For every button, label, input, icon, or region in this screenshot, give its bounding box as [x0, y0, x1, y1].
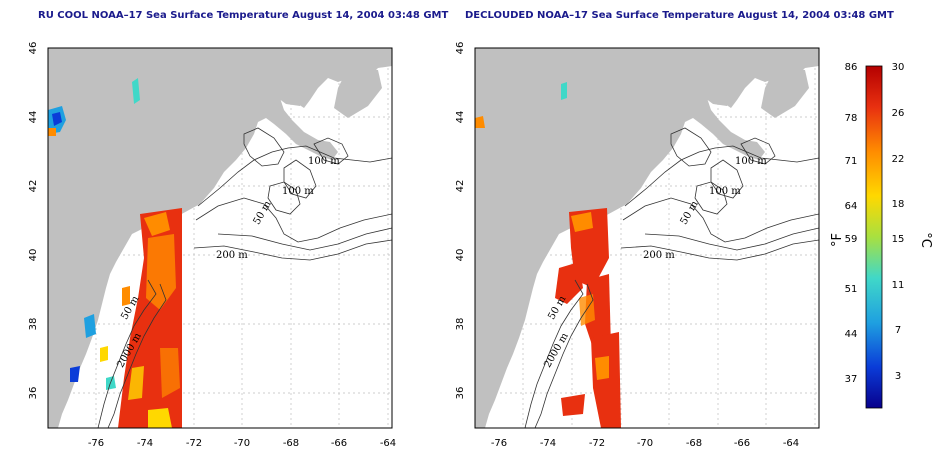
- cb-f-tick-59: 59: [845, 234, 858, 245]
- left-panel-title: RU COOL NOAA–17 Sea Surface Temperature …: [38, 10, 449, 21]
- left-lon-tick-72: -72: [186, 438, 202, 449]
- right-lat-ticks: 46 44 42 40 38 36: [455, 42, 466, 400]
- left-lat-tick-44: 44: [28, 111, 39, 124]
- cb-f-tick-71: 71: [845, 156, 858, 167]
- cb-c-tick-15: 15: [892, 234, 905, 245]
- right-lon-tick-74: -74: [540, 438, 556, 449]
- left-contour-label-100m-a: 100 m: [308, 156, 340, 167]
- colorbar-fahrenheit-unit: °F: [830, 233, 845, 247]
- colorbar-fahrenheit-ticks: 86 78 71 64 59 51 44 37: [845, 62, 858, 385]
- right-map-panel: 100 m 100 m 50 m 200 m 50 m 2000 m -76 -…: [455, 42, 820, 449]
- right-lon-tick-72: -72: [589, 438, 605, 449]
- left-lat-tick-42: 42: [28, 180, 39, 193]
- left-frame: [47, 47, 393, 429]
- left-lon-tick-74: -74: [137, 438, 153, 449]
- cb-c-tick-11: 11: [892, 280, 905, 291]
- right-panel-title: DECLOUDED NOAA–17 Sea Surface Temperatur…: [465, 10, 894, 21]
- cb-f-tick-78: 78: [845, 113, 858, 124]
- colorbar-scale: [865, 65, 883, 409]
- left-lon-tick-68: -68: [283, 438, 299, 449]
- left-lon-tick-66: -66: [331, 438, 347, 449]
- right-lat-tick-42: 42: [455, 180, 466, 193]
- colorbar-celsius-ticks: 30 26 22 18 15 11 7 3: [892, 62, 905, 382]
- right-contour-label-100m-a: 100 m: [735, 156, 767, 167]
- right-lon-ticks: -76 -74 -72 -70 -68 -66 -64: [491, 438, 799, 449]
- left-map-panel: 100 m 100 m 50 m 200 m 50 m 2000 m -76 -…: [28, 42, 396, 449]
- left-lon-tick-76: -76: [88, 438, 104, 449]
- cb-f-tick-64: 64: [845, 201, 858, 212]
- cb-f-tick-44: 44: [845, 329, 858, 340]
- left-lon-tick-70: -70: [234, 438, 250, 449]
- left-contour-label-200m: 200 m: [216, 250, 248, 261]
- right-lat-tick-38: 38: [455, 318, 466, 331]
- cb-f-tick-51: 51: [845, 284, 858, 295]
- left-lat-tick-38: 38: [28, 318, 39, 331]
- cb-c-tick-18: 18: [892, 199, 905, 210]
- right-frame: [474, 47, 820, 429]
- right-lat-tick-46: 46: [455, 42, 466, 55]
- left-lon-tick-64: -64: [380, 438, 396, 449]
- left-lat-ticks: 46 44 42 40 38 36: [28, 42, 39, 400]
- cb-c-tick-22: 22: [892, 154, 905, 165]
- left-lat-tick-46: 46: [28, 42, 39, 55]
- cb-f-tick-37: 37: [845, 374, 858, 385]
- right-lon-tick-68: -68: [686, 438, 702, 449]
- right-lon-tick-70: -70: [637, 438, 653, 449]
- cb-c-tick-26: 26: [892, 108, 905, 119]
- cb-c-tick-3: 3: [895, 371, 901, 382]
- right-lat-tick-36: 36: [455, 387, 466, 400]
- cb-c-tick-30: 30: [892, 62, 905, 73]
- right-lat-tick-44: 44: [455, 111, 466, 124]
- left-lat-tick-40: 40: [28, 249, 39, 262]
- right-lat-tick-40: 40: [455, 249, 466, 262]
- cb-f-tick-86: 86: [845, 62, 858, 73]
- right-contour-label-100m-b: 100 m: [709, 186, 741, 197]
- right-lon-tick-76: -76: [491, 438, 507, 449]
- left-lon-ticks: -76 -74 -72 -70 -68 -66 -64: [88, 438, 396, 449]
- right-lon-tick-66: -66: [734, 438, 750, 449]
- colorbar-celsius-unit: °C: [918, 232, 933, 248]
- colorbar: 86 78 71 64 59 51 44 37 30 26 22 18 15 1…: [830, 62, 933, 409]
- cb-c-tick-7: 7: [895, 325, 901, 336]
- right-lon-tick-64: -64: [783, 438, 799, 449]
- right-contour-label-200m: 200 m: [643, 250, 675, 261]
- left-lat-tick-36: 36: [28, 387, 39, 400]
- right-sst-fragment-middle: [585, 274, 611, 354]
- left-contour-label-100m-b: 100 m: [282, 186, 314, 197]
- right-sst-fragment-south: [591, 332, 621, 428]
